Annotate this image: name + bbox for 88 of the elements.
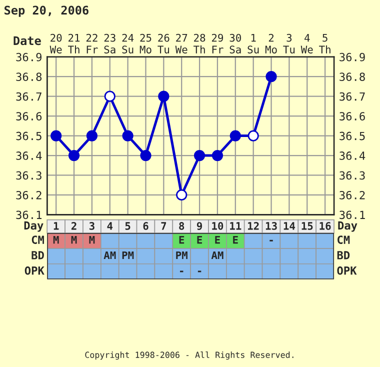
x-tick-label: 15 bbox=[302, 222, 313, 230]
point bbox=[86, 130, 98, 142]
y2-tick-label: 36.9 bbox=[340, 52, 365, 62]
x2-tick-label: 4 We bbox=[300, 34, 313, 54]
text: E bbox=[179, 236, 184, 244]
y2-tick-label: 36.7 bbox=[340, 92, 365, 101]
point bbox=[140, 150, 152, 162]
x-tick-label: 13 bbox=[266, 222, 277, 230]
category-label: CM bbox=[32, 236, 44, 244]
y-tick-label: 36.9 bbox=[16, 52, 42, 62]
x-tick-label: 12 bbox=[248, 222, 259, 230]
text: PM bbox=[122, 251, 134, 260]
category-label: BD bbox=[32, 251, 44, 260]
x2-tick-label: 25 Mo bbox=[140, 34, 152, 54]
x-axis-title: Day bbox=[24, 221, 44, 232]
category-label: BD bbox=[337, 251, 350, 260]
x2-tick-label: 24 Su bbox=[122, 34, 134, 54]
x2-tick-label: 26 Tu bbox=[158, 34, 170, 54]
point bbox=[230, 130, 241, 142]
text: E bbox=[233, 236, 238, 244]
point bbox=[266, 71, 277, 82]
point bbox=[248, 130, 259, 142]
x2-tick-label: 1 Su bbox=[248, 34, 259, 54]
chart-title: Sep 20, 2006 bbox=[4, 6, 88, 17]
text: - bbox=[198, 270, 202, 272]
text: M bbox=[89, 236, 95, 244]
y-tick-label: 36.5 bbox=[16, 132, 42, 140]
x2-tick-label: 30 Sa bbox=[230, 34, 241, 54]
point bbox=[50, 130, 62, 142]
y-tick-label: 36.2 bbox=[16, 190, 42, 200]
text: E bbox=[197, 236, 202, 244]
x2-tick-label: 27 We bbox=[175, 34, 188, 54]
x-tick-label: 3 bbox=[89, 222, 94, 230]
x2-tick-label: 2 Mo bbox=[265, 34, 277, 54]
point bbox=[104, 90, 116, 102]
text: PM bbox=[176, 251, 188, 260]
x2-tick-label: 3 Tu bbox=[283, 34, 295, 54]
text: - bbox=[180, 270, 184, 272]
point bbox=[158, 90, 170, 102]
y-tick-label: 36.1 bbox=[16, 210, 42, 220]
y2-tick-label: 36.8 bbox=[340, 72, 365, 82]
y-tick-label: 36.3 bbox=[16, 171, 42, 180]
x2-axis-title: Date bbox=[14, 36, 41, 46]
text: Copyright 1998-2006 - All Rights Reserved. bbox=[85, 351, 294, 360]
x2-tick-label: 28 Th bbox=[194, 34, 206, 54]
text: Day bbox=[338, 221, 358, 232]
point bbox=[212, 150, 224, 162]
x-tick-label: 6 bbox=[143, 222, 148, 230]
y-tick-label: 36.6 bbox=[16, 112, 42, 120]
x-tick-label: 1 bbox=[54, 222, 59, 230]
y-tick-label: 36.7 bbox=[16, 92, 42, 101]
x-tick-label: 9 bbox=[196, 222, 202, 230]
text: AM bbox=[211, 251, 224, 260]
y2-tick-label: 36.6 bbox=[340, 112, 365, 120]
point bbox=[176, 189, 188, 201]
point bbox=[68, 150, 80, 162]
x-tick-label: 14 bbox=[284, 222, 295, 230]
x-tick-label: 16 bbox=[320, 222, 331, 230]
x2-tick-label: 21 Th bbox=[68, 34, 80, 54]
x-tick-label: 7 bbox=[161, 222, 166, 230]
y2-tick-label: 36.4 bbox=[340, 152, 366, 160]
x-tick-label: 2 bbox=[71, 222, 76, 230]
x-tick-label: 10 bbox=[212, 222, 224, 230]
y2-tick-label: 36.2 bbox=[340, 190, 365, 200]
x-tick-label: 8 bbox=[179, 222, 184, 230]
x2-tick-label: 23 Sa bbox=[104, 34, 116, 54]
x2-tick-label: 20 We bbox=[50, 34, 62, 54]
x-tick-label: 11 bbox=[230, 222, 242, 230]
category-label: OPK bbox=[24, 266, 44, 275]
point bbox=[194, 150, 206, 162]
text: - bbox=[270, 240, 273, 242]
x-tick-label: 5 bbox=[125, 222, 130, 230]
x2-tick-label: 22 Fr bbox=[86, 34, 98, 54]
y2-tick-label: 36.3 bbox=[340, 171, 365, 180]
text: AM bbox=[104, 251, 116, 260]
x-tick-label: 4 bbox=[107, 222, 113, 230]
category-label: CM bbox=[338, 236, 350, 244]
text: M bbox=[71, 236, 77, 244]
text: E bbox=[215, 236, 220, 244]
y-tick-label: 36.4 bbox=[16, 152, 42, 160]
x2-tick-label: 29 Fr bbox=[212, 34, 224, 54]
category-label: OPK bbox=[337, 266, 357, 275]
text: M bbox=[53, 236, 59, 244]
y2-tick-label: 36.5 bbox=[340, 132, 365, 140]
y2-tick-label: 36.1 bbox=[340, 210, 365, 220]
x2-tick-label: 5 Th bbox=[319, 34, 330, 54]
y-tick-label: 36.8 bbox=[16, 72, 42, 82]
point bbox=[122, 130, 134, 142]
